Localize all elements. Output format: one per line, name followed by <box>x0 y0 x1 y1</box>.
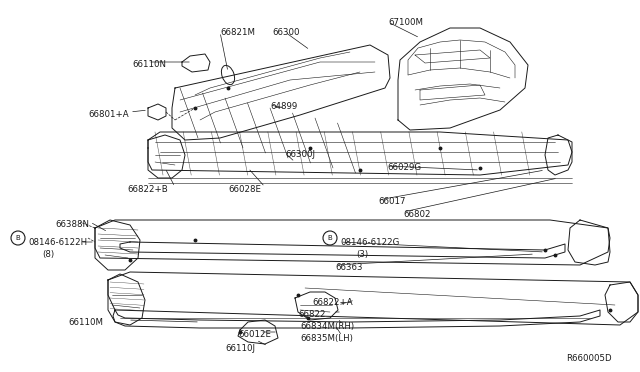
Text: 66822: 66822 <box>298 310 326 319</box>
Text: B: B <box>15 235 20 241</box>
Text: 66822+A: 66822+A <box>312 298 353 307</box>
Text: 66029G: 66029G <box>387 163 421 172</box>
Text: 66802: 66802 <box>403 210 431 219</box>
Text: B: B <box>328 235 332 241</box>
Text: 66110N: 66110N <box>132 60 166 69</box>
Text: 66017: 66017 <box>378 197 406 206</box>
Text: 66822+B: 66822+B <box>127 185 168 194</box>
Text: 66012E: 66012E <box>238 330 271 339</box>
Text: 66388N: 66388N <box>55 220 89 229</box>
Text: 66300J: 66300J <box>285 150 315 159</box>
Text: 66835M(LH): 66835M(LH) <box>300 334 353 343</box>
Text: R660005D: R660005D <box>566 354 612 363</box>
Text: 66801+A: 66801+A <box>88 110 129 119</box>
Text: (8): (8) <box>42 250 54 259</box>
Text: 66300: 66300 <box>272 28 300 37</box>
Text: 66363: 66363 <box>335 263 362 272</box>
Text: (3): (3) <box>356 250 368 259</box>
Text: 66110J: 66110J <box>225 344 255 353</box>
Text: 64899: 64899 <box>270 102 297 111</box>
Text: 08146-6122H: 08146-6122H <box>28 238 87 247</box>
Text: 08146-6122G: 08146-6122G <box>340 238 399 247</box>
Text: 66110M: 66110M <box>68 318 103 327</box>
Text: 66834M(RH): 66834M(RH) <box>300 322 354 331</box>
Text: 66028E: 66028E <box>228 185 261 194</box>
Text: 67100M: 67100M <box>388 18 423 27</box>
Text: 66821M: 66821M <box>220 28 255 37</box>
